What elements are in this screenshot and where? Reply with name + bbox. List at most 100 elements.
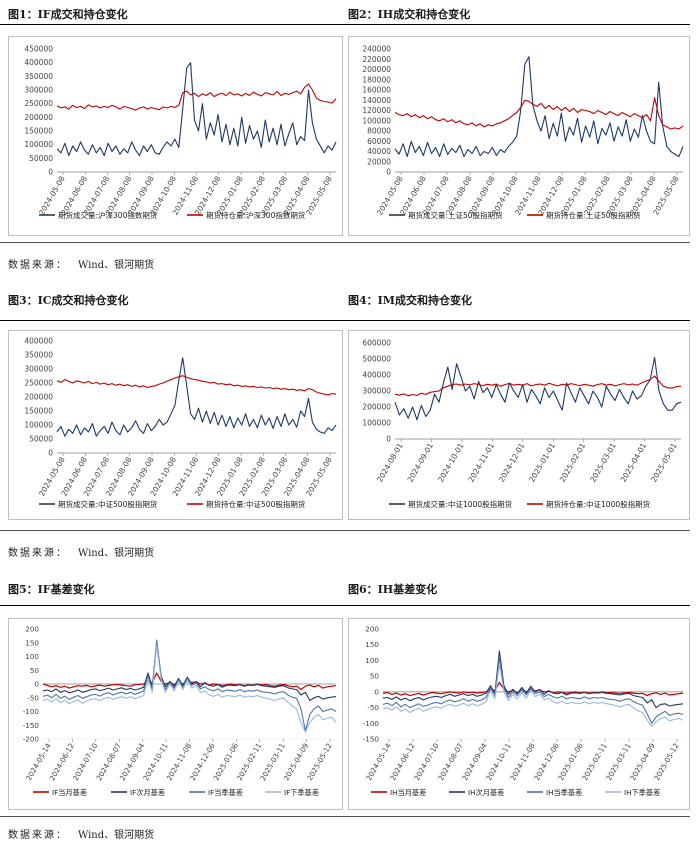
y-tick-label: 200000 [362,65,391,74]
y-tick-label: 200 [365,625,379,634]
legend-label: IH次月基差 [468,788,504,797]
x-tick-label: 2024-12-01 [497,441,527,483]
legend-label: 期货成交量:上证50股指期货 [408,210,503,220]
figure-1-title: 图1：IF成交和持仓变化 [8,8,128,21]
chart-panel-2: 0 20000 40000 60000 80000 100000 120000 140000 1… [348,36,690,236]
chart-if-volume-oi: 0 50000 100000 150000 200000 250000 300000 3500… [24,45,337,220]
y-tick-label: -50 [27,693,39,702]
legend-label: 期货成交量:中证1000股指期货 [408,499,513,509]
y-tick-label: 400000 [24,337,53,346]
figure-3-title: 图3：IC成交和持仓变化 [8,294,129,307]
figure-5-title: 图5：IF基差变化 [8,583,95,596]
rule [0,605,690,606]
y-tick-label: 200000 [24,393,53,402]
y-tick-label: 220000 [362,55,391,64]
chart-ih-volume-oi: 0200004000060000800001000001200001400001… [362,45,684,220]
legend-label: IH当季基差 [546,788,582,797]
legend-label: IF当月基差 [52,788,87,797]
y-tick-label: 100000 [24,421,53,430]
y-tick-label: 50 [30,666,40,675]
series-line-3 [382,656,684,724]
y-tick-label: 250000 [24,379,53,388]
legend-label: 期货持仓量:中证500股指期货 [206,499,306,509]
source-label: 数据来源： [8,830,68,841]
chart-ic-volume-oi: 0 50000 100000 150000 200000 250000 300000 3500… [24,337,337,509]
y-tick-label: 60000 [367,137,391,146]
y-tick-label: -50 [367,703,379,712]
chart-panel-6: 200 150 100 50 0 -50 -100 -150 2024-05-14 2024-06… [348,618,690,810]
chart-panel-5: 200 150 100 50 0 -50 -100 -150 -200 2024-05-14 202… [8,618,343,810]
data-source: 数据来源： Wind、银河期货 [8,544,154,559]
legend-label: IH下季基差 [624,788,660,797]
source-value: Wind、银河期货 [78,548,155,559]
y-tick-label: 150 [25,638,39,647]
legend-label: IH当月基差 [390,788,426,797]
x-tick-label: 2025-01-01 [527,441,557,483]
y-tick-label: 400000 [24,58,53,67]
y-tick-label: 600000 [362,339,391,348]
legend-label: 期货持仓量:中证1000股指期货 [546,499,651,509]
y-tick-label: 450000 [24,45,53,54]
y-tick-label: 100 [25,652,39,661]
y-tick-label: 100000 [362,116,391,125]
rule [0,24,690,25]
y-tick-label: -200 [23,735,40,744]
y-tick-label: 20000 [367,157,391,166]
y-tick-label: -100 [363,719,380,728]
rule [0,816,690,817]
y-tick-label: 150000 [24,127,53,136]
y-tick-label: 160000 [362,86,391,95]
x-tick-label: 2024-09-01 [406,441,436,483]
y-tick-label: 0 [386,435,391,444]
y-tick-label: 0 [48,449,53,458]
legend-label: 期货持仓量:沪深300指数期货 [206,210,306,220]
series-line-2 [394,97,684,130]
y-tick-label: 140000 [362,96,391,105]
figure-2-title: 图2：IH成交和持仓变化 [348,8,471,21]
y-tick-label: 50 [370,672,380,681]
x-tick-label: 2024-08-01 [375,441,405,483]
y-tick-label: 300000 [24,365,53,374]
series-line-2 [56,375,337,396]
y-tick-label: 500000 [362,355,391,364]
data-source: 数据来源： Wind、银河期货 [8,826,154,841]
x-tick-label: 2024-10-01 [436,441,466,483]
chart-panel-4: 0 100000 200000 300000 400000 500000 600000 202… [348,330,690,520]
rule [0,242,690,243]
y-tick-label: 300000 [362,387,391,396]
chart-if-basis: 200150100500-50-100-150-2002024-05-14202… [23,625,337,797]
y-tick-label: 180000 [362,75,391,84]
y-tick-label: -150 [23,721,40,730]
series-line-1 [56,357,337,437]
y-tick-label: -150 [363,735,380,744]
y-tick-label: 120000 [362,106,391,115]
chart-panel-1: 0 50000 100000 150000 200000 250000 300000 3500… [8,36,343,236]
y-tick-label: 50000 [29,154,53,163]
legend-label: 期货持仓量:上证50股指期货 [546,210,641,220]
y-tick-label: 50000 [29,435,53,444]
y-tick-label: -100 [23,707,40,716]
y-tick-label: 200000 [24,113,53,122]
source-label: 数据来源： [8,548,68,559]
y-tick-label: 100000 [24,140,53,149]
source-value: Wind、银河期货 [78,830,155,841]
y-tick-label: 250000 [24,99,53,108]
y-tick-label: 0 [48,168,53,177]
figure-4-title: 图4：IM成交和持仓变化 [348,294,472,307]
series-line-2 [382,650,684,709]
y-tick-label: 240000 [362,45,391,54]
figure-6-title: 图6：IH基差变化 [348,583,438,596]
legend-label: IF下季基差 [284,788,319,797]
y-tick-label: 400000 [362,371,391,380]
x-tick-label: 2025-02-01 [558,441,588,483]
legend-label: 期货成交量:中证500股指期货 [58,499,158,509]
y-tick-label: 350000 [24,351,53,360]
legend-label: 期货成交量:沪深300指数期货 [58,210,158,220]
y-tick-label: 150000 [24,407,53,416]
rule [0,320,690,321]
x-tick-label: 2025-03-01 [588,441,618,483]
series-line-2 [394,375,682,397]
chart-ih-basis: 200150100500-50-100-1502024-05-142024-06… [363,625,684,797]
x-tick-label: 2024-11-01 [466,441,496,483]
series-line-1 [394,356,682,421]
